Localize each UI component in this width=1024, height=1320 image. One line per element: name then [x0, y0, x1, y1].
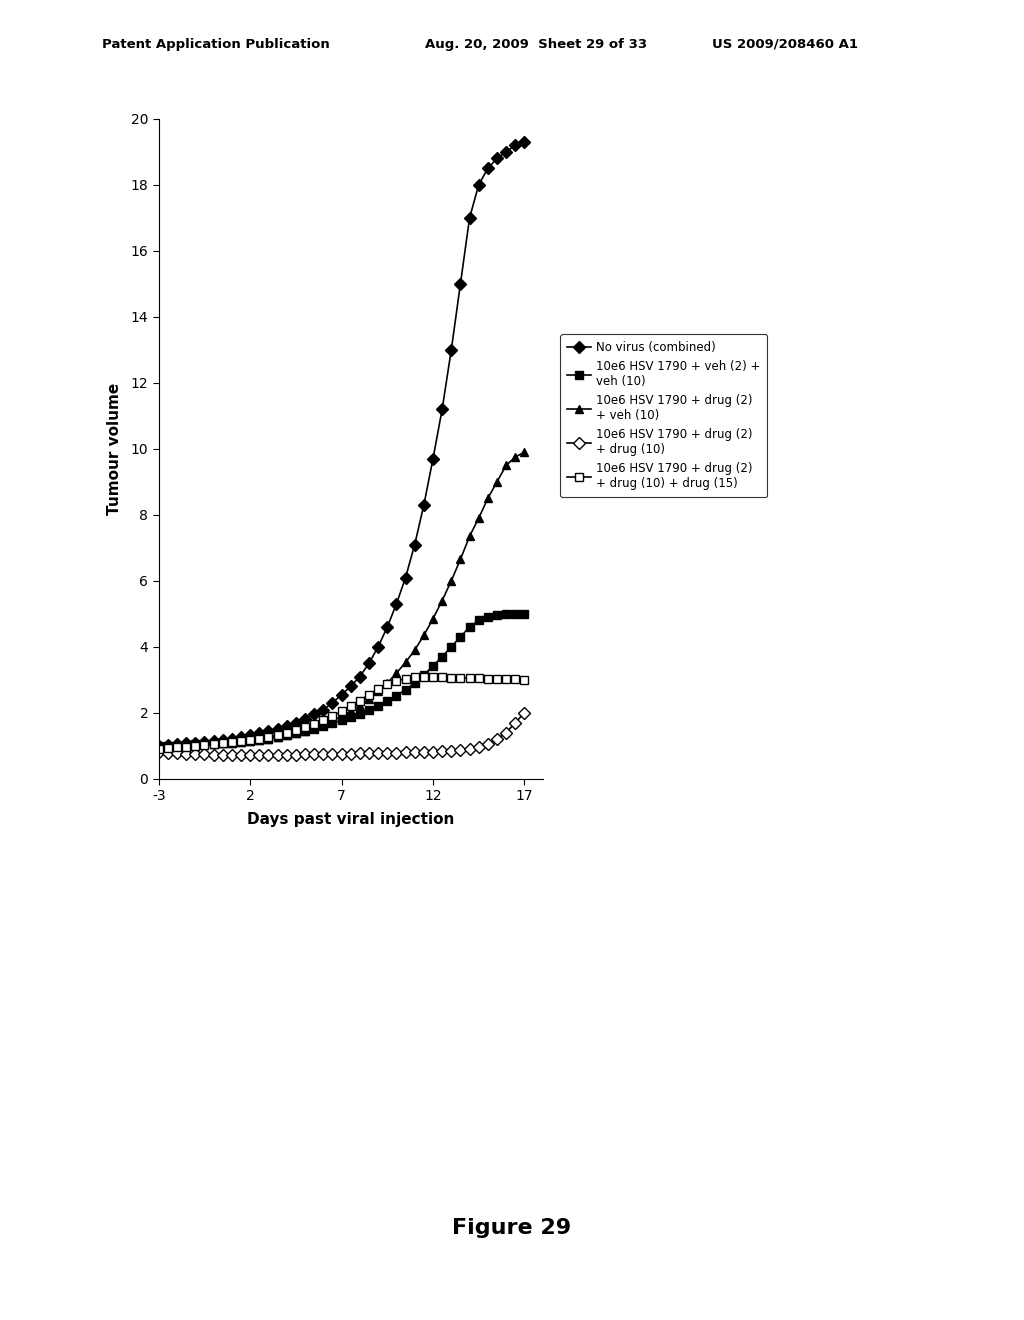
- Text: Figure 29: Figure 29: [453, 1218, 571, 1238]
- X-axis label: Days past viral injection: Days past viral injection: [247, 812, 455, 826]
- Text: Patent Application Publication: Patent Application Publication: [102, 37, 330, 50]
- Text: Aug. 20, 2009  Sheet 29 of 33: Aug. 20, 2009 Sheet 29 of 33: [425, 37, 647, 50]
- Y-axis label: Tumour volume: Tumour volume: [108, 383, 122, 515]
- Legend: No virus (combined), 10e6 HSV 1790 + veh (2) +
veh (10), 10e6 HSV 1790 + drug (2: No virus (combined), 10e6 HSV 1790 + veh…: [560, 334, 767, 498]
- Text: US 2009/208460 A1: US 2009/208460 A1: [712, 37, 858, 50]
